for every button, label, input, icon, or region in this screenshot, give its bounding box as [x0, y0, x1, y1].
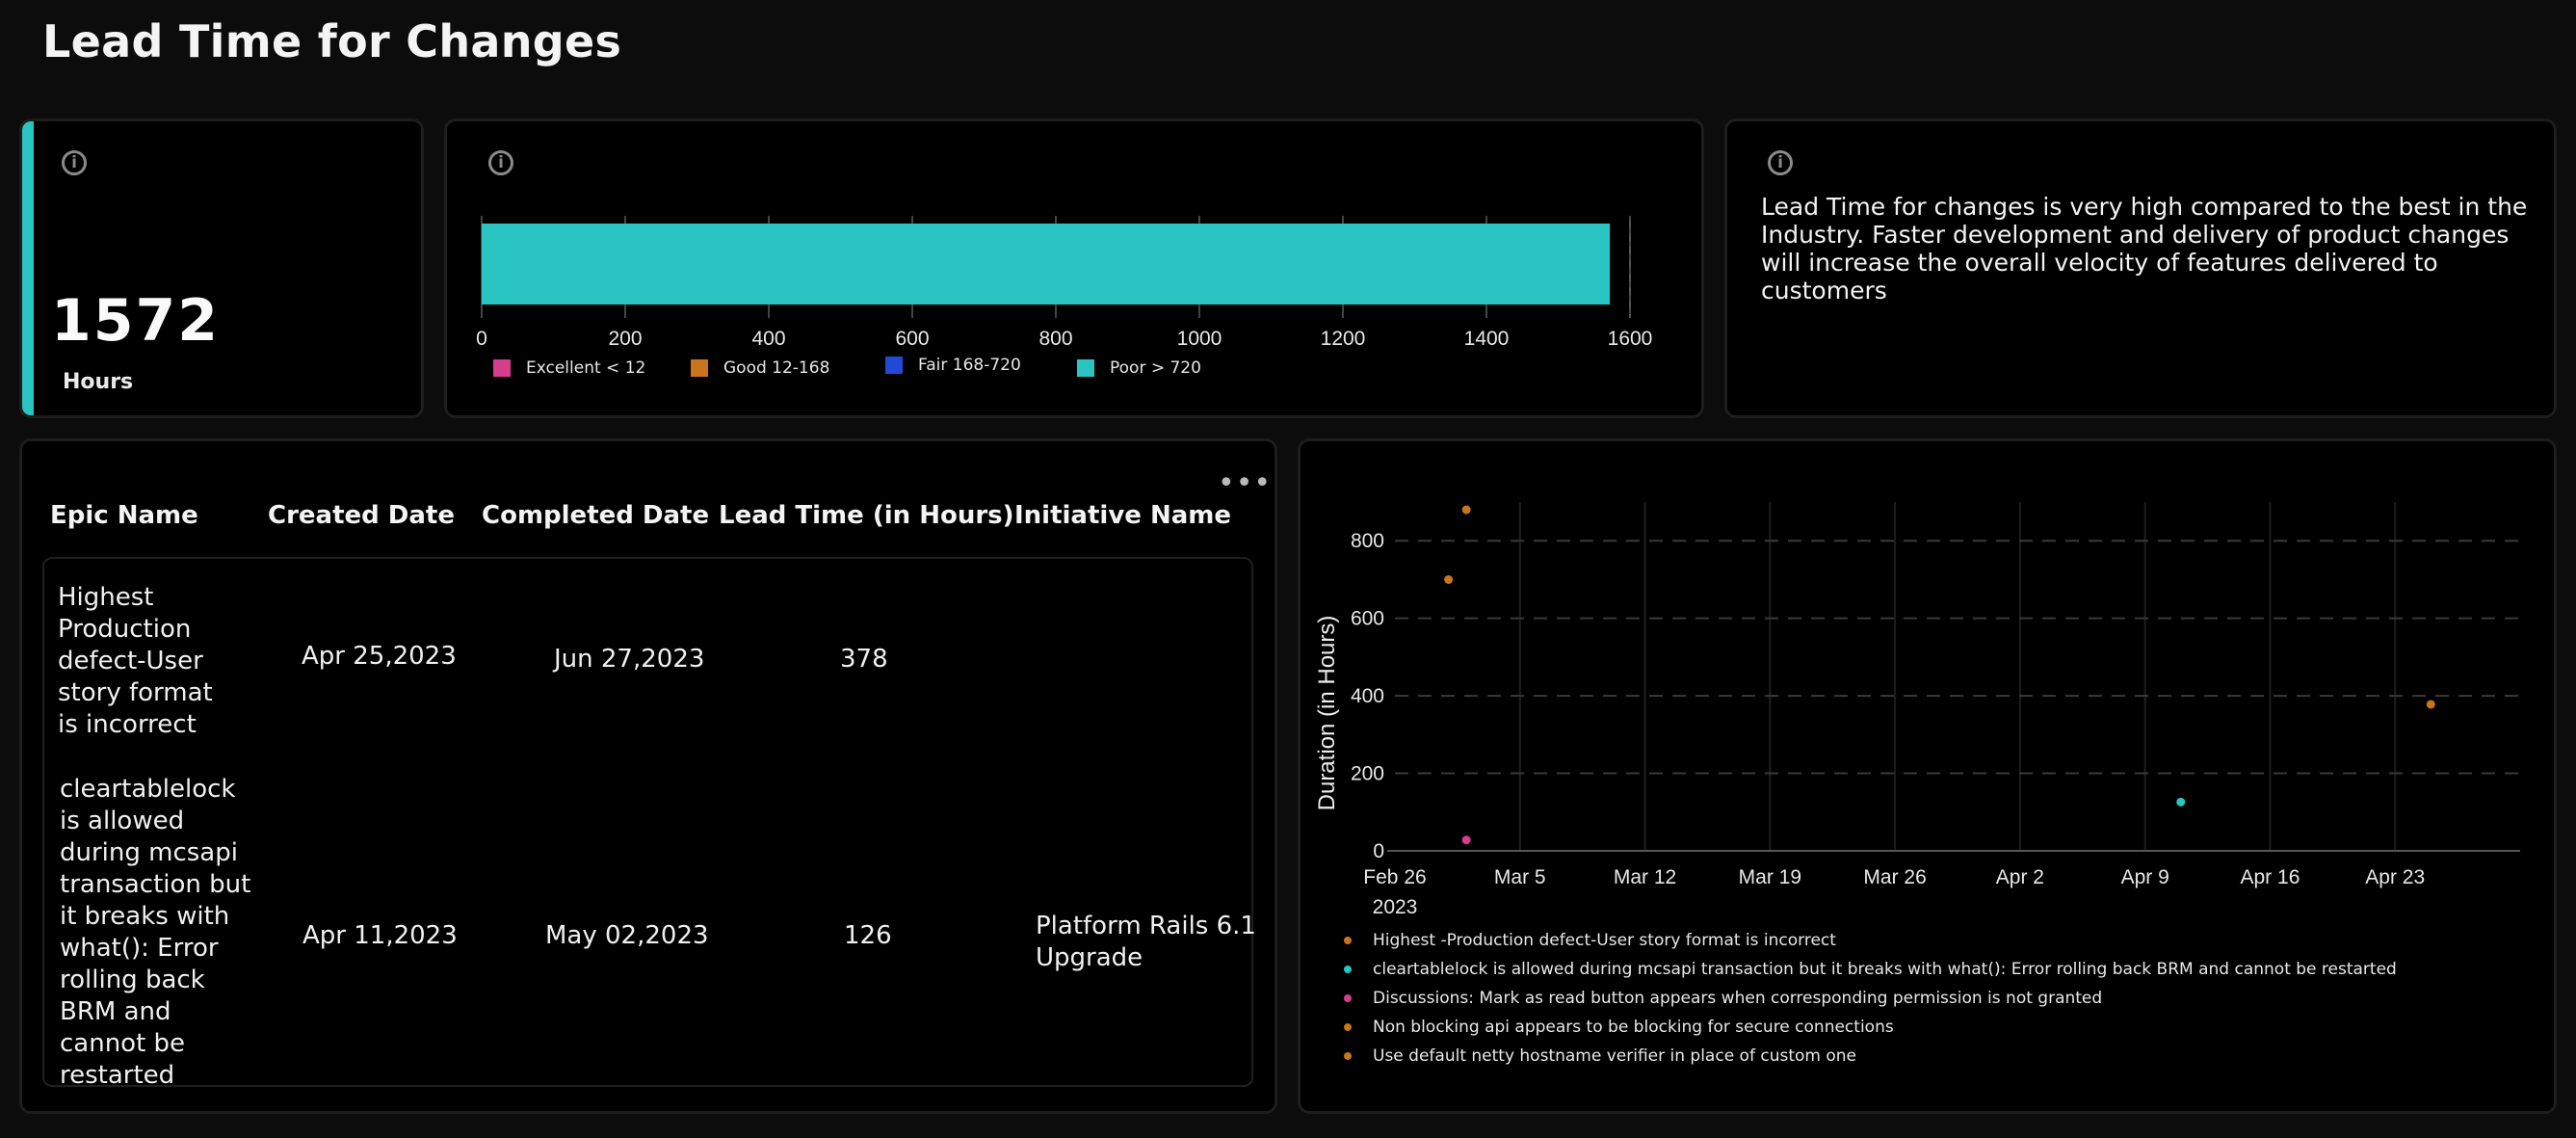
insight-text: Lead Time for changes is very high compa… — [1761, 193, 2528, 304]
col-header-lead-time[interactable]: Lead Time (in Hours) — [719, 501, 1014, 530]
more-options-button[interactable]: ••• — [1218, 466, 1273, 500]
legend-label: Excellent < 12 — [526, 358, 646, 378]
legend-dot — [1344, 1052, 1352, 1060]
table-row-created-date: Apr 25,2023 — [302, 642, 457, 671]
scatter-chart-card — [1298, 438, 2557, 1114]
legend-swatch — [885, 357, 903, 374]
table-row-created-date: Apr 11,2023 — [302, 921, 458, 950]
gauge-tick-label: 1600 — [1608, 328, 1653, 350]
col-header-created-date[interactable]: Created Date — [268, 501, 455, 530]
legend-dot — [1344, 937, 1352, 944]
legend-swatch — [493, 359, 511, 377]
legend-swatch — [1077, 359, 1094, 377]
insight-card: i — [1724, 119, 2557, 418]
legend-label: Poor > 720 — [1110, 358, 1201, 378]
gauge-tick-label: 1400 — [1464, 328, 1510, 350]
legend-item-excellent[interactable]: Excellent < 12 — [493, 357, 645, 380]
metric-unit: Hours — [63, 370, 134, 394]
col-header-completed-date[interactable]: Completed Date — [482, 501, 710, 530]
metric-accent-bar — [22, 121, 34, 415]
gauge-tick-label: 0 — [476, 328, 487, 350]
gauge-bar — [482, 224, 1611, 304]
legend-dot — [1344, 1023, 1352, 1031]
table-row-initiative-name: Platform Rails 6.1 Upgrade — [1036, 912, 1256, 972]
info-icon[interactable]: i — [488, 150, 513, 175]
page-title: Lead Time for Changes — [42, 15, 622, 67]
legend-item-fair[interactable]: Fair 168-720 — [885, 354, 1021, 377]
scatter-legend-item[interactable]: Discussions: Mark as read button appears… — [1344, 989, 2102, 1008]
scatter-legend-item[interactable]: Non blocking api appears to be blocking … — [1344, 1018, 1894, 1037]
metric-value: 1572 — [51, 287, 220, 355]
legend-item-good[interactable]: Good 12-168 — [691, 357, 829, 380]
legend-label: Use default netty hostname verifier in p… — [1373, 1046, 1856, 1066]
legend-dot — [1344, 994, 1352, 1002]
gauge-tick-label: 800 — [1038, 328, 1072, 350]
legend-dot — [1344, 966, 1352, 973]
table-row-completed-date: Jun 27,2023 — [554, 645, 705, 674]
col-header-initiative-name[interactable]: Initiative Name — [1014, 501, 1231, 530]
info-icon[interactable]: i — [62, 150, 87, 175]
col-header-epic-name[interactable]: Epic Name — [50, 501, 198, 530]
table-row-epic-name: cleartablelock is allowed during mcsapi … — [60, 775, 251, 1090]
table-row-lead-time: 378 — [840, 645, 888, 674]
legend-label: Highest -Production defect-User story fo… — [1373, 931, 1836, 950]
legend-label: Non blocking api appears to be blocking … — [1373, 1018, 1894, 1037]
table-row-epic-name: Highest Production defect-User story for… — [58, 583, 213, 739]
table-row-lead-time: 126 — [844, 921, 892, 950]
gauge-tick-label: 600 — [895, 328, 929, 350]
legend-label: Discussions: Mark as read button appears… — [1373, 989, 2103, 1008]
gauge-tick-label: 400 — [751, 328, 785, 350]
scatter-legend-item[interactable]: cleartablelock is allowed during mcsapi … — [1344, 960, 2397, 979]
legend-label: Good 12-168 — [723, 358, 830, 378]
legend-item-poor[interactable]: Poor > 720 — [1077, 357, 1201, 380]
gauge-tick-label: 200 — [608, 328, 642, 350]
scatter-legend-item[interactable]: Highest -Production defect-User story fo… — [1344, 931, 1836, 950]
metric-card: i 1572 Hours — [19, 119, 424, 418]
info-icon[interactable]: i — [1768, 150, 1793, 175]
gauge-tick-label: 1200 — [1321, 328, 1366, 350]
bar-gauge-card: i 0 200 400 600 800 1000 1200 1400 1600 Excellen… — [444, 119, 1704, 418]
legend-label: Fair 168-720 — [918, 356, 1021, 375]
legend-swatch — [691, 359, 708, 377]
scatter-legend-item[interactable]: Use default netty hostname verifier in p… — [1344, 1046, 1856, 1066]
table-card — [19, 438, 1277, 1114]
table-body — [42, 557, 1253, 1087]
legend-label: cleartablelock is allowed during mcsapi … — [1373, 960, 2397, 979]
table-row-completed-date: May 02,2023 — [545, 921, 709, 950]
bar-gauge-svg: 0 200 400 600 800 1000 1200 1400 1600 — [476, 216, 1653, 350]
gauge-tick-label: 1000 — [1177, 328, 1222, 350]
